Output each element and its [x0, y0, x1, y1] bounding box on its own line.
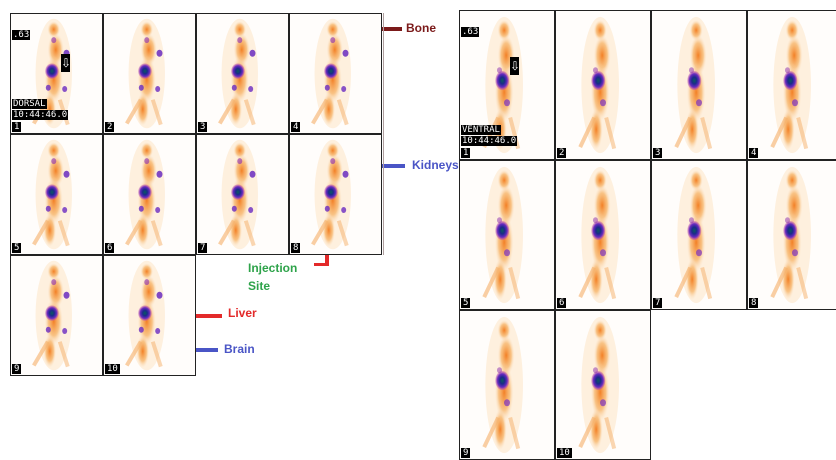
dorsal-frame-7: 7 [196, 134, 289, 255]
injection-site-label-line2: Site [248, 279, 271, 293]
dorsal-frame-1: 1 .63 DORSAL 10:44:46.0 ⇩ [10, 13, 103, 134]
ventral-frame-10: 10 [555, 310, 651, 460]
dorsal-frame-5: 5 [10, 134, 103, 255]
frame-number: 4 [749, 148, 759, 158]
ventral-frame-4: 4 [747, 10, 836, 160]
view-label: VENTRAL [461, 125, 501, 135]
dorsal-frame-2: 2 [103, 13, 196, 134]
dorsal-frame-9: 9 [10, 255, 103, 376]
frame-number: 9 [12, 364, 22, 374]
ventral-frame-9: 9 [459, 310, 555, 460]
brain-label: Brain [224, 342, 255, 356]
view-label: DORSAL [12, 99, 47, 109]
dorsal-panel-edge [383, 13, 384, 255]
frame-number: 4 [291, 122, 301, 132]
ventral-frame-2: 2 [555, 10, 651, 160]
ventral-frame-3: 3 [651, 10, 747, 160]
ventral-frame-5: 5 [459, 160, 555, 310]
dorsal-frame-8: 8 [289, 134, 382, 255]
frame-number: 8 [291, 243, 301, 253]
frame-number: 6 [557, 298, 567, 308]
dorsal-frame-4: 4 [289, 13, 382, 134]
frame-number: 2 [557, 148, 567, 158]
ventral-frame-8: 8 [747, 160, 836, 310]
ventral-frame-1: 1 .63 VENTRAL 10:44:46.0 ⇩ [459, 10, 555, 160]
scale-readout: .63 [12, 30, 31, 40]
ventral-frame-6: 6 [555, 160, 651, 310]
frame-number: 1 [12, 122, 22, 132]
dorsal-frame-10: 10 [103, 255, 196, 376]
acquisition-time: 10:44:46.0 [12, 110, 69, 120]
frame-number: 7 [198, 243, 208, 253]
frame-number: 5 [12, 243, 22, 253]
liver-label: Liver [228, 306, 257, 320]
frame-number: 3 [653, 148, 663, 158]
dorsal-frame-6: 6 [103, 134, 196, 255]
frame-number: 5 [461, 298, 471, 308]
bone-label: Bone [406, 21, 436, 35]
frame-number: 6 [105, 243, 115, 253]
acquisition-time: 10:44:46.0 [461, 136, 518, 146]
frame-number: 10 [105, 364, 120, 374]
frame-number: 3 [198, 122, 208, 132]
frame-number: 8 [749, 298, 759, 308]
frame-number: 2 [105, 122, 115, 132]
marker-arrow-icon: ⇩ [510, 57, 521, 75]
scale-readout: .63 [461, 27, 480, 37]
injection-pointer-horizontal [314, 263, 329, 266]
marker-arrow-icon: ⇩ [61, 54, 72, 72]
kidneys-label: Kidneys [412, 158, 459, 172]
injection-site-label-line1: Injection [248, 261, 298, 275]
frame-number: 7 [653, 298, 663, 308]
dorsal-frame-3: 3 [196, 13, 289, 134]
ventral-frame-7: 7 [651, 160, 747, 310]
frame-number: 1 [461, 148, 471, 158]
